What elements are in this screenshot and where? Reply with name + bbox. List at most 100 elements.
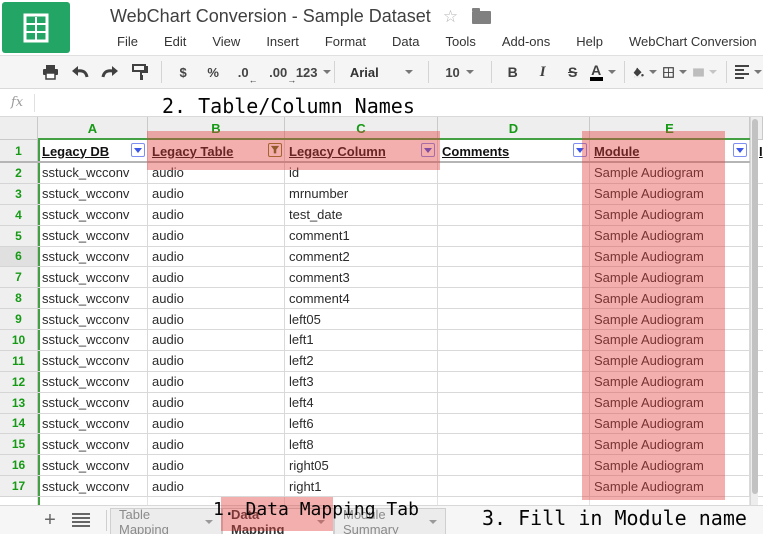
cell-legacy-db[interactable]: sstuck_wcconv: [38, 413, 148, 435]
cell-legacy-column[interactable]: left1: [285, 330, 438, 351]
cell-legacy-column[interactable]: left05: [285, 309, 438, 330]
cell-legacy-table[interactable]: audio: [148, 434, 285, 456]
cell-b1[interactable]: Legacy Table: [148, 140, 285, 162]
row-header[interactable]: 12: [0, 371, 38, 393]
row-header[interactable]: 5: [0, 225, 38, 247]
cell-legacy-db[interactable]: sstuck_wcconv: [38, 204, 148, 226]
select-all-corner[interactable]: [0, 117, 38, 140]
row-header[interactable]: 15: [0, 434, 38, 456]
cell-module[interactable]: Sample Audiogram: [590, 330, 750, 351]
cell-legacy-column[interactable]: left4: [285, 392, 438, 414]
cell-legacy-db[interactable]: sstuck_wcconv: [38, 392, 148, 414]
italic-button[interactable]: I: [539, 63, 546, 80]
cell-legacy-table[interactable]: audio: [148, 392, 285, 414]
menu-webchart-conversion[interactable]: WebChart Conversion: [629, 33, 757, 49]
scrollbar-thumb[interactable]: [752, 119, 758, 494]
cell-legacy-column[interactable]: right05: [285, 455, 438, 477]
cell-comments[interactable]: [438, 225, 590, 247]
vertical-scrollbar[interactable]: [750, 117, 758, 505]
cell-legacy-column[interactable]: left8: [285, 434, 438, 456]
cell-comments[interactable]: [438, 371, 590, 393]
cell-legacy-table[interactable]: audio: [148, 330, 285, 351]
row-header[interactable]: 6: [0, 246, 38, 268]
cell-legacy-table[interactable]: audio: [148, 371, 285, 393]
cell-d1[interactable]: Comments: [438, 140, 590, 162]
undo-button[interactable]: [68, 59, 92, 85]
cell-legacy-column[interactable]: comment2: [285, 246, 438, 268]
redo-button[interactable]: [98, 59, 122, 85]
row-header[interactable]: 17: [0, 476, 38, 497]
row-header[interactable]: 2: [0, 163, 38, 184]
currency-format-button[interactable]: $: [179, 64, 187, 80]
menu-data[interactable]: Data: [392, 33, 420, 49]
cell-legacy-table[interactable]: audio: [148, 288, 285, 310]
cell-legacy-table[interactable]: audio: [148, 350, 285, 372]
cell-legacy-db[interactable]: sstuck_wcconv: [38, 246, 148, 268]
cell-legacy-table[interactable]: audio: [148, 204, 285, 226]
filter-dropdown-icon[interactable]: [573, 143, 587, 157]
column-header-a[interactable]: A: [38, 117, 148, 140]
cell-module[interactable]: Sample Audiogram: [590, 163, 750, 184]
cell-legacy-table[interactable]: audio: [148, 246, 285, 268]
cell-comments[interactable]: [438, 392, 590, 414]
row-header[interactable]: 7: [0, 267, 38, 289]
star-icon[interactable]: ☆: [442, 7, 459, 26]
cell-legacy-db[interactable]: sstuck_wcconv: [38, 225, 148, 247]
text-color-button[interactable]: A: [589, 59, 616, 85]
cell-legacy-column[interactable]: id: [285, 163, 438, 184]
row-header[interactable]: 13: [0, 392, 38, 414]
cell-comments[interactable]: [438, 413, 590, 435]
strikethrough-button[interactable]: S: [567, 64, 578, 80]
row-header[interactable]: 8: [0, 288, 38, 310]
row-header[interactable]: 9: [0, 309, 38, 330]
menu-addons[interactable]: Add-ons: [501, 33, 551, 49]
increase-decimals-button[interactable]: .00 →: [269, 64, 297, 85]
cell-module[interactable]: Sample Audiogram: [590, 183, 750, 205]
horizontal-align-button[interactable]: [734, 59, 762, 85]
cell-a1[interactable]: Legacy DB: [38, 140, 148, 162]
bold-button[interactable]: B: [507, 64, 518, 80]
cell-legacy-column[interactable]: mrnumber: [285, 183, 438, 205]
cell-legacy-column[interactable]: test_date: [285, 204, 438, 226]
cell-legacy-column[interactable]: comment1: [285, 225, 438, 247]
cell-comments[interactable]: [438, 434, 590, 456]
cell-legacy-column[interactable]: left6: [285, 413, 438, 435]
decrease-decimals-button[interactable]: .0 ←: [237, 64, 258, 85]
menu-insert[interactable]: Insert: [266, 33, 299, 49]
cell-module[interactable]: Sample Audiogram: [590, 309, 750, 330]
cell-legacy-table[interactable]: audio: [148, 455, 285, 477]
cell-c1[interactable]: Legacy Column: [285, 140, 438, 162]
cell-comments[interactable]: [438, 350, 590, 372]
row-header[interactable]: 10: [0, 330, 38, 351]
cell-comments[interactable]: [438, 288, 590, 310]
cell-legacy-db[interactable]: sstuck_wcconv: [38, 350, 148, 372]
menu-edit[interactable]: Edit: [163, 33, 187, 49]
cell-legacy-db[interactable]: sstuck_wcconv: [38, 183, 148, 205]
cell-comments[interactable]: [438, 309, 590, 330]
cell-legacy-db[interactable]: sstuck_wcconv: [38, 371, 148, 393]
cell-module[interactable]: Sample Audiogram: [590, 267, 750, 289]
folder-icon[interactable]: [472, 8, 492, 24]
cell-module[interactable]: Sample Audiogram: [590, 246, 750, 268]
print-button[interactable]: [38, 59, 62, 85]
cell-legacy-table[interactable]: audio: [148, 183, 285, 205]
number-format-button[interactable]: 123: [296, 59, 331, 85]
cell-legacy-db[interactable]: sstuck_wcconv: [38, 288, 148, 310]
google-sheets-logo-icon[interactable]: [2, 2, 70, 53]
cell-module[interactable]: Sample Audiogram: [590, 350, 750, 372]
cell-module[interactable]: Sample Audiogram: [590, 476, 750, 497]
cell-module[interactable]: Sample Audiogram: [590, 434, 750, 456]
cell-module[interactable]: Sample Audiogram: [590, 392, 750, 414]
cell-module[interactable]: Sample Audiogram: [590, 413, 750, 435]
cell-legacy-column[interactable]: comment3: [285, 267, 438, 289]
cell-legacy-db[interactable]: sstuck_wcconv: [38, 309, 148, 330]
cell-legacy-db[interactable]: sstuck_wcconv: [38, 455, 148, 477]
row-header[interactable]: 4: [0, 204, 38, 226]
font-family-select[interactable]: Arial: [344, 59, 419, 85]
cell-comments[interactable]: [438, 267, 590, 289]
cell-legacy-column[interactable]: left2: [285, 350, 438, 372]
tab-table-mapping[interactable]: Table Mapping: [110, 507, 222, 534]
menu-help[interactable]: Help: [576, 33, 603, 49]
all-sheets-menu-icon[interactable]: [72, 513, 90, 529]
formula-input[interactable]: [35, 89, 763, 116]
